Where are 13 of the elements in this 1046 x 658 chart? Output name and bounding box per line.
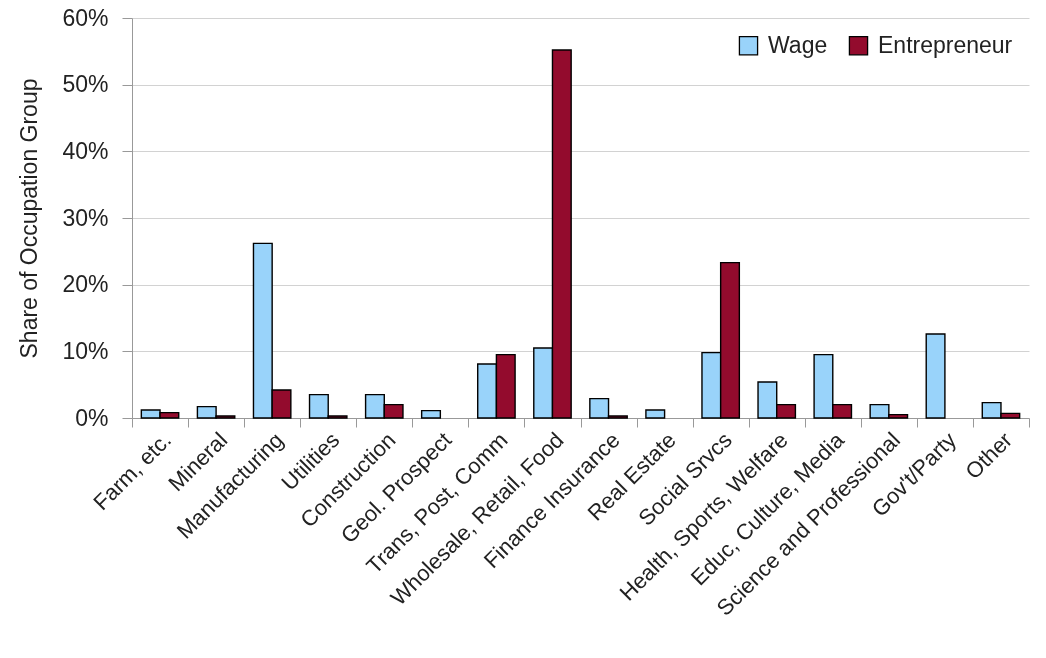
bar	[925, 333, 946, 419]
y-axis-title: Share of Occupation Group	[16, 78, 43, 359]
y-tick-label: 20%	[62, 271, 109, 298]
legend-label: Wage	[768, 31, 828, 58]
y-tick-label: 30%	[62, 204, 109, 231]
y-tick-label: 0%	[75, 404, 109, 431]
bar	[420, 409, 442, 419]
y-tick-label: 50%	[62, 71, 109, 98]
bar	[645, 409, 666, 419]
y-tick-label: 60%	[62, 4, 109, 31]
y-tick-label: 10%	[62, 337, 109, 364]
legend-label: Entrepreneur	[878, 31, 1013, 58]
y-tick-label: 40%	[62, 137, 109, 164]
